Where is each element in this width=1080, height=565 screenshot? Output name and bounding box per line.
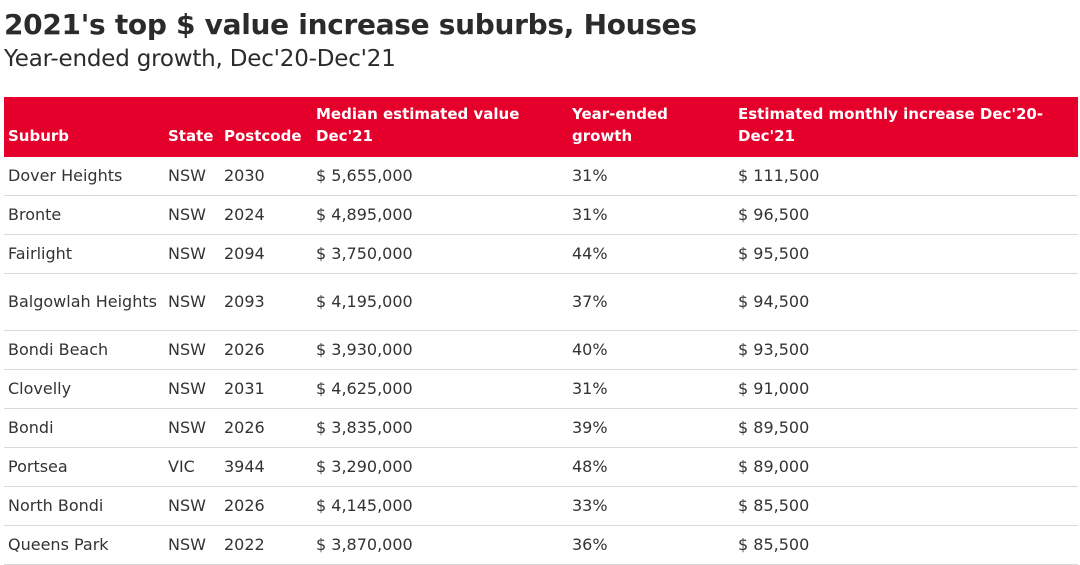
table-row: Clovelly NSW 2031 $ 4,625,000 31% $ 91,000 [4,369,1078,409]
state-cell: NSW [164,157,220,196]
suburb-cell: Bronte [4,195,164,235]
growth-cell: 36% [568,525,734,565]
monthly-increase-cell: $ 94,500 [734,273,1078,331]
suburb-cell: Clovelly [4,369,164,409]
suburb-cell: Queens Park [4,525,164,565]
monthly-increase-cell: $ 85,500 [734,486,1078,526]
postcode-cell: 2094 [220,234,312,274]
data-table: Suburb State Postcode Median estimated v… [4,97,1078,565]
median-value-cell: $ 3,870,000 [312,525,568,565]
growth-cell: 33% [568,486,734,526]
growth-cell: 31% [568,157,734,196]
growth-cell: 40% [568,330,734,370]
column-header-monthly-increase: Estimated monthly increase Dec'20-Dec'21 [738,105,1044,145]
table-body: Dover Heights NSW 2030 $ 5,655,000 31% $ 111,… [4,157,1078,565]
median-value-cell: $ 3,930,000 [312,330,568,370]
monthly-increase-cell: $ 89,500 [734,408,1078,448]
median-value-cell: $ 4,895,000 [312,195,568,235]
growth-cell: 31% [568,195,734,235]
postcode-cell: 2026 [220,408,312,448]
suburb-cell: Portsea [4,447,164,487]
suburb-cell: Bondi [4,408,164,448]
state-cell: NSW [164,525,220,565]
monthly-increase-cell: $ 91,000 [734,369,1078,409]
postcode-cell: 2026 [220,486,312,526]
header-row: Suburb State Postcode Median estimated v… [4,97,1078,157]
state-cell: NSW [164,408,220,448]
monthly-increase-cell: $ 85,500 [734,525,1078,565]
column-header-median-value: Median estimated value Dec'21 [316,105,520,145]
growth-cell: 44% [568,234,734,274]
monthly-increase-cell: $ 89,000 [734,447,1078,487]
table-row: Fairlight NSW 2094 $ 3,750,000 44% $ 95,500 [4,234,1078,274]
median-value-cell: $ 4,625,000 [312,369,568,409]
table-row: Balgowlah Heights NSW 2093 $ 4,195,000 37% $ … [4,273,1078,331]
table-row: Bondi NSW 2026 $ 3,835,000 39% $ 89,500 [4,408,1078,448]
suburb-cell: Balgowlah Heights [4,273,164,331]
suburb-cell: Dover Heights [4,157,164,196]
chart-title: 2021's top $ value increase suburbs, Hou… [4,8,697,41]
median-value-cell: $ 4,145,000 [312,486,568,526]
growth-cell: 48% [568,447,734,487]
growth-cell: 39% [568,408,734,448]
postcode-cell: 2022 [220,525,312,565]
column-header-growth: Year-ended growth [572,105,668,145]
column-header-state: State [168,127,214,145]
postcode-cell: 2026 [220,330,312,370]
monthly-increase-cell: $ 93,500 [734,330,1078,370]
state-cell: NSW [164,330,220,370]
state-cell: NSW [164,369,220,409]
monthly-increase-cell: $ 96,500 [734,195,1078,235]
table-row: North Bondi NSW 2026 $ 4,145,000 33% $ 85,500 [4,486,1078,526]
median-value-cell: $ 3,750,000 [312,234,568,274]
postcode-cell: 2024 [220,195,312,235]
monthly-increase-cell: $ 95,500 [734,234,1078,274]
column-header-postcode: Postcode [224,127,302,145]
state-cell: NSW [164,234,220,274]
state-cell: NSW [164,195,220,235]
state-cell: NSW [164,486,220,526]
median-value-cell: $ 3,290,000 [312,447,568,487]
suburb-cell: Bondi Beach [4,330,164,370]
chart-subtitle: Year-ended growth, Dec'20-Dec'21 [4,46,396,72]
state-cell: NSW [164,273,220,331]
table-row: Bondi Beach NSW 2026 $ 3,930,000 40% $ 93,500 [4,330,1078,370]
postcode-cell: 2030 [220,157,312,196]
postcode-cell: 3944 [220,447,312,487]
table-row: Portsea VIC 3944 $ 3,290,000 48% $ 89,000 [4,447,1078,487]
monthly-increase-cell: $ 111,500 [734,157,1078,196]
growth-cell: 37% [568,273,734,331]
median-value-cell: $ 3,835,000 [312,408,568,448]
table-row: Dover Heights NSW 2030 $ 5,655,000 31% $ 111,… [4,157,1078,196]
median-value-cell: $ 4,195,000 [312,273,568,331]
table-row: Bronte NSW 2024 $ 4,895,000 31% $ 96,500 [4,195,1078,235]
postcode-cell: 2031 [220,369,312,409]
growth-cell: 31% [568,369,734,409]
suburb-cell: Fairlight [4,234,164,274]
median-value-cell: $ 5,655,000 [312,157,568,196]
suburb-cell: North Bondi [4,486,164,526]
table-row: Queens Park NSW 2022 $ 3,870,000 36% $ 85,500 [4,525,1078,565]
postcode-cell: 2093 [220,273,312,331]
table-header: Suburb State Postcode Median estimated v… [4,97,1078,157]
column-header-suburb: Suburb [8,127,70,145]
state-cell: VIC [164,447,220,487]
